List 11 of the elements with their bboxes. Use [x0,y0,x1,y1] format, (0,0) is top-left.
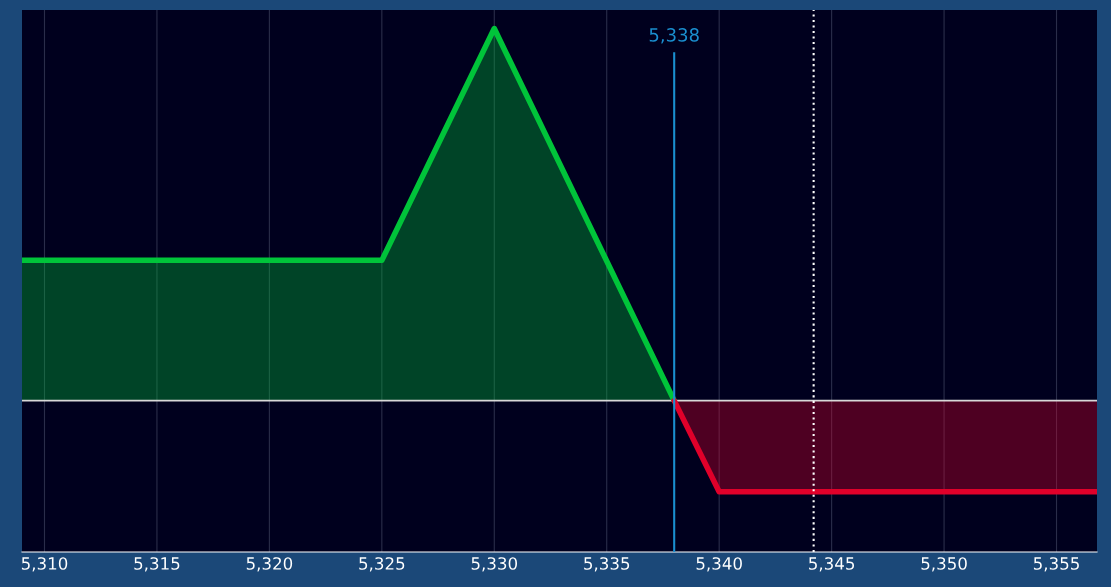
x-tick-label: 5,315 [134,557,180,572]
ref-line-label: 5,338 [649,28,699,44]
x-tick-label: 5,345 [809,557,855,572]
x-tick-label: 5,335 [584,557,630,572]
x-tick-label: 5,330 [471,557,518,572]
x-tick-label: 5,325 [359,557,405,572]
x-tick-label: 5,350 [921,557,967,572]
x-tick-label: 5,310 [21,557,68,572]
x-tick-label: 5,340 [696,557,742,572]
x-tick-label: 5,355 [1033,557,1079,572]
x-tick-label: 5,320 [246,557,293,572]
